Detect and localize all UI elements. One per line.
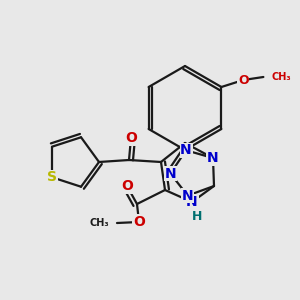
Text: N: N — [186, 195, 198, 209]
Text: O: O — [133, 215, 145, 229]
Text: O: O — [121, 179, 133, 193]
Text: N: N — [180, 143, 192, 157]
Text: O: O — [125, 131, 137, 145]
Text: H: H — [192, 209, 202, 223]
Text: CH₃: CH₃ — [89, 218, 109, 228]
Text: CH₃: CH₃ — [272, 72, 291, 82]
Text: N: N — [182, 189, 194, 202]
Text: N: N — [207, 151, 219, 165]
Text: N: N — [165, 167, 176, 181]
Text: S: S — [47, 170, 57, 184]
Text: O: O — [238, 74, 249, 86]
